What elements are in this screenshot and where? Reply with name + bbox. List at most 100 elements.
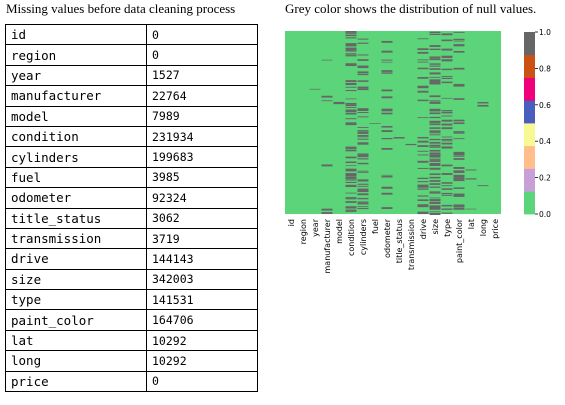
heatmap-x-tick-labels: id region year manufacturer model condition cy… (287, 218, 500, 273)
null-distribution-heatmap: id region year manufacturer model condition cy… (285, 28, 551, 273)
column-name-cell: drive (5, 248, 147, 270)
colorbar-segment (524, 32, 535, 56)
colorbar-segment (524, 123, 535, 147)
table-caption: Missing values before data cleaning proc… (6, 1, 236, 16)
missing-count-cell: 0 (146, 23, 258, 46)
heatmap-column (417, 31, 429, 215)
x-tick-label: region (299, 219, 308, 244)
heatmap-column (465, 31, 477, 214)
missing-count-cell: 10292 (146, 350, 258, 372)
colorbar-tick-label: 1.0 (539, 28, 551, 37)
x-tick-label: price (491, 219, 500, 239)
table-row: condition 231934 (5, 125, 258, 148)
missing-count-cell: 144143 (146, 248, 258, 270)
colorbar-tick-label: 0.0 (539, 210, 551, 219)
heatmap-column (489, 31, 501, 214)
x-tick-label: title_status (395, 219, 404, 263)
heatmap-column (345, 31, 357, 214)
x-tick-label: type (443, 219, 452, 237)
x-tick-label: lat (467, 219, 476, 229)
missing-count-cell: 199683 (146, 146, 258, 168)
colorbar-segment (524, 54, 535, 78)
missing-count-cell: 0 (146, 370, 258, 393)
x-tick-label: long (479, 219, 488, 236)
x-tick-label: paint_color (455, 218, 464, 263)
heatmap-column (393, 31, 405, 214)
missing-count-cell: 10292 (146, 329, 258, 352)
column-name-cell: model (5, 105, 147, 127)
missing-count-cell: 3985 (146, 166, 258, 189)
heatmap-column (285, 31, 297, 214)
missing-count-cell: 92324 (146, 187, 258, 209)
heatmap-column (453, 31, 465, 214)
colorbar-tick-label: 0.6 (539, 101, 551, 110)
missing-count-cell: 7989 (146, 105, 258, 127)
table-row: drive 144143 (5, 248, 258, 270)
colorbar-tick-label: 0.8 (539, 64, 551, 73)
missing-count-cell: 141531 (146, 289, 258, 311)
column-name-cell: price (5, 370, 147, 393)
heatmap-caption: Grey color shows the distribution of nul… (285, 1, 537, 16)
colorbar-segment (524, 168, 535, 192)
table-row: title_status 3062 (5, 207, 258, 229)
column-name-cell: condition (5, 125, 147, 148)
x-tick-label: model (335, 219, 344, 244)
missing-count-cell: 3719 (146, 227, 258, 250)
column-name-cell: manufacturer (5, 85, 147, 107)
heatmap-column (369, 31, 381, 214)
column-name-cell: title_status (5, 207, 147, 229)
x-tick-label: id (287, 219, 296, 226)
column-name-cell: cylinders (5, 146, 147, 168)
missing-values-table-body: id 0 region 0 year 1527 manufacturer 22764 model… (5, 23, 258, 393)
heatmap-columns (285, 31, 501, 216)
heatmap-column (357, 31, 369, 214)
heatmap-column (477, 31, 489, 214)
colorbar-segment (524, 191, 535, 215)
table-row: fuel 3985 (5, 166, 258, 189)
missing-count-cell: 231934 (146, 125, 258, 148)
table-row: cylinders 199683 (5, 146, 258, 168)
column-name-cell: transmission (5, 227, 147, 250)
table-row: type 141531 (5, 289, 258, 311)
column-name-cell: size (5, 268, 147, 291)
table-row: size 342003 (5, 268, 258, 291)
column-name-cell: long (5, 350, 147, 372)
missing-count-cell: 164706 (146, 309, 258, 331)
column-name-cell: type (5, 289, 147, 311)
x-tick-label: fuel (371, 219, 380, 234)
colorbar-segment (524, 100, 535, 124)
table-row: odometer 92324 (5, 187, 258, 209)
x-tick-label: size (431, 219, 440, 235)
column-name-cell: id (5, 23, 147, 46)
table-row: id 0 (5, 23, 258, 46)
missing-values-table: id 0 region 0 year 1527 manufacturer 22764 model… (5, 23, 258, 393)
column-name-cell: year (5, 64, 147, 87)
heatmap-column (429, 31, 441, 216)
column-name-cell: paint_color (5, 309, 147, 331)
x-tick-label: cylinders (359, 219, 368, 255)
missing-count-cell: 342003 (146, 268, 258, 291)
heatmap-column (381, 31, 393, 214)
heatmap-column (321, 31, 333, 215)
heatmap-column (405, 31, 417, 214)
heatmap-column (333, 31, 345, 214)
x-tick-label: drive (419, 219, 428, 239)
table-row: year 1527 (5, 64, 258, 87)
column-name-cell: region (5, 44, 147, 66)
missing-count-cell: 3062 (146, 207, 258, 229)
colorbar-segment (524, 77, 535, 101)
table-row: model 7989 (5, 105, 258, 127)
table-row: price 0 (5, 370, 258, 393)
table-row: transmission 3719 (5, 227, 258, 250)
x-tick-label: odometer (383, 218, 392, 258)
colorbar-tick-label: 0.2 (539, 174, 551, 183)
missing-count-cell: 22764 (146, 85, 258, 107)
table-row: lat 10292 (5, 329, 258, 352)
column-name-cell: fuel (5, 166, 147, 189)
x-tick-label: condition (347, 219, 356, 256)
missing-count-cell: 0 (146, 44, 258, 66)
heatmap-column (309, 31, 321, 214)
table-row: paint_color 164706 (5, 309, 258, 331)
missing-count-cell: 1527 (146, 64, 258, 87)
heatmap-column (297, 31, 309, 214)
